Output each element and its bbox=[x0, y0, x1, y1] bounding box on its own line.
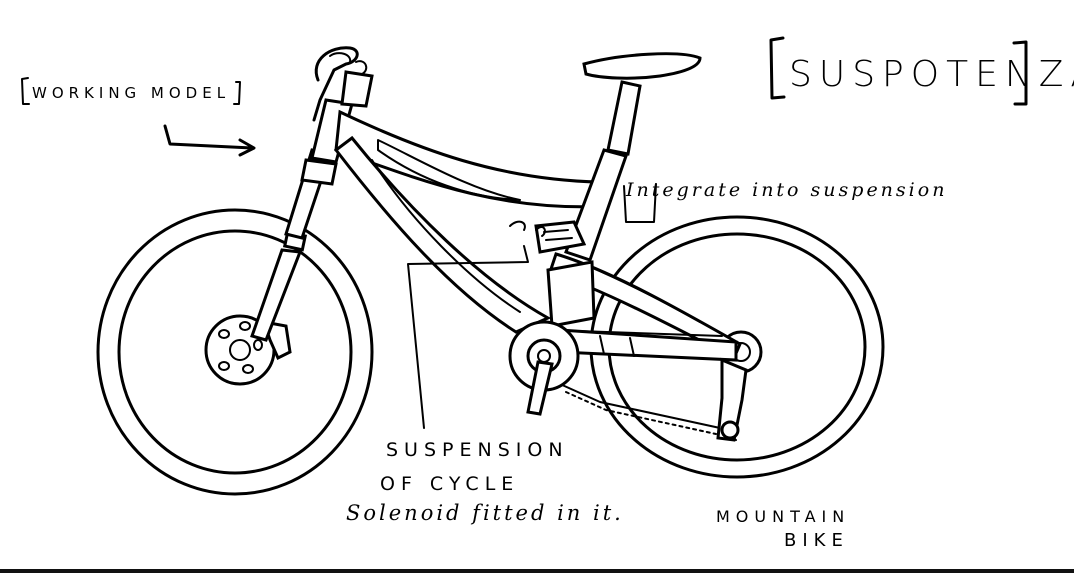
seat-tube bbox=[564, 148, 628, 262]
working-model-label: WORKING MODEL bbox=[32, 84, 230, 102]
integrate-leader bbox=[623, 183, 657, 223]
handlebar-grip bbox=[312, 46, 359, 122]
shock-unit bbox=[534, 220, 587, 254]
chain-teeth bbox=[565, 391, 717, 435]
seat-stay-cutout bbox=[587, 265, 701, 323]
down-tube-cutout bbox=[371, 159, 521, 313]
suspension-leader bbox=[407, 245, 529, 429]
drivetrain bbox=[508, 320, 748, 442]
shock-detail bbox=[543, 229, 573, 241]
brake-lever bbox=[329, 52, 368, 75]
rotor-hole-1 bbox=[218, 329, 230, 339]
arrow-icon bbox=[163, 124, 256, 157]
working-model-note: WORKING MODEL bbox=[21, 77, 256, 157]
rear-derailleur bbox=[716, 357, 748, 442]
cockpit bbox=[310, 46, 374, 164]
title-bracket-right bbox=[1012, 40, 1028, 106]
suspension-line-1: SUSPENSION bbox=[386, 439, 569, 461]
page-title: SUSPOTENZA bbox=[789, 54, 1074, 95]
front-tire-inner bbox=[117, 229, 353, 475]
annotations: Integrate into suspension SUSPENSION OF … bbox=[346, 179, 947, 551]
integrate-label: Integrate into suspension bbox=[625, 179, 947, 201]
working-model-bracket-left bbox=[21, 77, 30, 105]
front-wheel bbox=[96, 208, 374, 496]
fork-lower-leg bbox=[250, 248, 303, 342]
derailleur-pulley bbox=[720, 420, 740, 440]
callout-leaders bbox=[407, 183, 657, 429]
rotor-hole-4 bbox=[242, 364, 254, 374]
frame bbox=[333, 52, 702, 334]
bike-label: BIKE bbox=[784, 530, 849, 551]
top-tube-cutout bbox=[377, 139, 521, 201]
stem bbox=[340, 70, 374, 108]
solenoid-label: Solenoid fitted in it. bbox=[346, 501, 624, 525]
suspension-line-2: OF CYCLE bbox=[380, 473, 519, 495]
front-hub bbox=[229, 339, 251, 361]
fork-crown bbox=[300, 158, 338, 186]
solenoid-scribble bbox=[509, 220, 546, 237]
rotor-hole-2 bbox=[239, 321, 251, 331]
page-bottom-rule bbox=[0, 569, 1074, 573]
title-bracket-left bbox=[769, 36, 786, 100]
chain-upper bbox=[547, 329, 723, 337]
mountain-label: MOUNTAIN bbox=[716, 507, 850, 526]
title-block: SUSPOTENZA bbox=[769, 36, 1074, 106]
crank-arm bbox=[526, 360, 554, 416]
chain-stay-split bbox=[599, 335, 635, 357]
rotor-hole-5 bbox=[218, 361, 230, 371]
saddle bbox=[582, 52, 702, 80]
rear-suspension bbox=[534, 220, 742, 362]
working-model-bracket-right bbox=[233, 81, 241, 105]
rotor-hole-3 bbox=[253, 339, 263, 351]
rear-linkage bbox=[546, 260, 596, 328]
front-tire-outer bbox=[96, 208, 374, 496]
seat-post bbox=[606, 80, 642, 156]
